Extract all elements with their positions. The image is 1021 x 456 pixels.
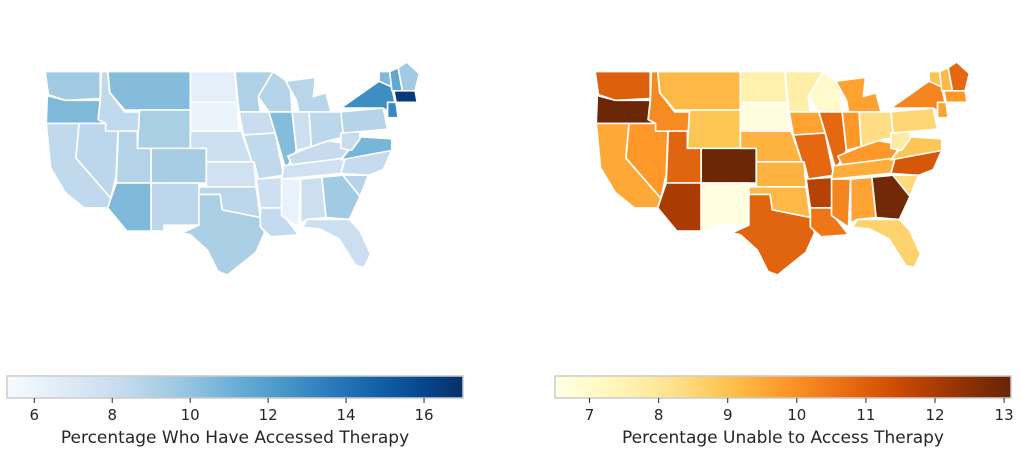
- state-me: [397, 61, 421, 92]
- colorbar-right-gradient-bar: [554, 375, 1012, 399]
- colorbar-left-tick-label: 12: [259, 406, 278, 424]
- colorbar-left-tick-label: 6: [30, 406, 40, 424]
- state-wi: [807, 70, 844, 113]
- state-az: [106, 182, 153, 232]
- state-in: [291, 111, 313, 152]
- state-sd: [189, 101, 241, 132]
- state-wa: [44, 70, 102, 102]
- state-sd: [739, 101, 791, 132]
- state-nd: [189, 70, 238, 104]
- colorbar-right-tick-label: 10: [787, 406, 806, 424]
- state-in: [841, 111, 863, 152]
- colorbar-left-tick-label: 10: [181, 406, 200, 424]
- state-ga: [320, 174, 361, 221]
- colorbar-right-tick-label: 7: [585, 406, 595, 424]
- colorbar-right-tick-label: 8: [654, 406, 664, 424]
- state-ga: [870, 174, 911, 221]
- state-oh: [858, 111, 897, 148]
- state-mt: [656, 70, 742, 111]
- map-accessed-therapy: [44, 61, 421, 276]
- colorbar-left-tick-label: 16: [414, 406, 433, 424]
- colorbar-right-tick-label: 9: [723, 406, 733, 424]
- colorbar-unable-to-access: 7 8 9 10 11 12 13 Percentage Unable to Access T…: [554, 375, 1014, 448]
- state-mi: [834, 76, 884, 123]
- map-unable-to-access: [594, 61, 971, 276]
- state-ma: [943, 90, 969, 104]
- state-fl: [301, 218, 372, 269]
- state-al: [299, 176, 327, 225]
- state-wy: [136, 109, 192, 150]
- state-fl: [851, 218, 922, 269]
- state-ct: [936, 101, 950, 119]
- state-co: [150, 147, 208, 184]
- colorbar-right-tick-label: 12: [925, 406, 944, 424]
- colorbar-left-tick-label: 8: [107, 406, 117, 424]
- state-ks: [755, 161, 807, 188]
- colorbar-accessed-therapy: 6 8 10 12 14 16 Percentage Who Have Accessed T…: [6, 375, 464, 448]
- colorbar-right-tick-label: 13: [995, 406, 1014, 424]
- state-sc: [892, 174, 920, 198]
- state-mn: [234, 70, 274, 113]
- state-or: [595, 94, 657, 125]
- state-pa: [340, 107, 389, 134]
- state-nd: [739, 70, 788, 104]
- colorbar-left-tick-label: 14: [337, 406, 356, 424]
- state-sc: [342, 174, 370, 198]
- state-pa: [890, 107, 939, 134]
- state-or: [45, 94, 107, 125]
- colorbar-left-axis-label: Percentage Who Have Accessed Therapy: [61, 428, 409, 448]
- state-oh: [308, 111, 347, 148]
- state-mn: [784, 70, 824, 113]
- state-ms: [280, 178, 302, 228]
- state-me: [947, 61, 971, 92]
- state-co: [700, 147, 758, 184]
- state-tx: [181, 193, 266, 276]
- colorbar-left-gradient-bar: [6, 375, 464, 399]
- state-nm: [150, 182, 200, 232]
- state-ms: [830, 178, 852, 228]
- state-ar: [255, 176, 285, 209]
- state-wa: [594, 70, 652, 102]
- state-ar: [805, 176, 835, 209]
- state-al: [849, 176, 877, 225]
- state-ma: [393, 90, 419, 104]
- state-wy: [686, 109, 742, 150]
- state-nm: [700, 182, 750, 232]
- state-tx: [731, 193, 816, 276]
- state-wi: [257, 70, 294, 113]
- colorbar-right-axis-label: Percentage Unable to Access Therapy: [622, 428, 944, 448]
- state-az: [656, 182, 703, 232]
- state-ks: [205, 161, 257, 188]
- colorbar-right-tick-label: 11: [856, 406, 875, 424]
- state-mi: [284, 76, 334, 123]
- state-mt: [106, 70, 192, 111]
- state-ct: [386, 101, 400, 119]
